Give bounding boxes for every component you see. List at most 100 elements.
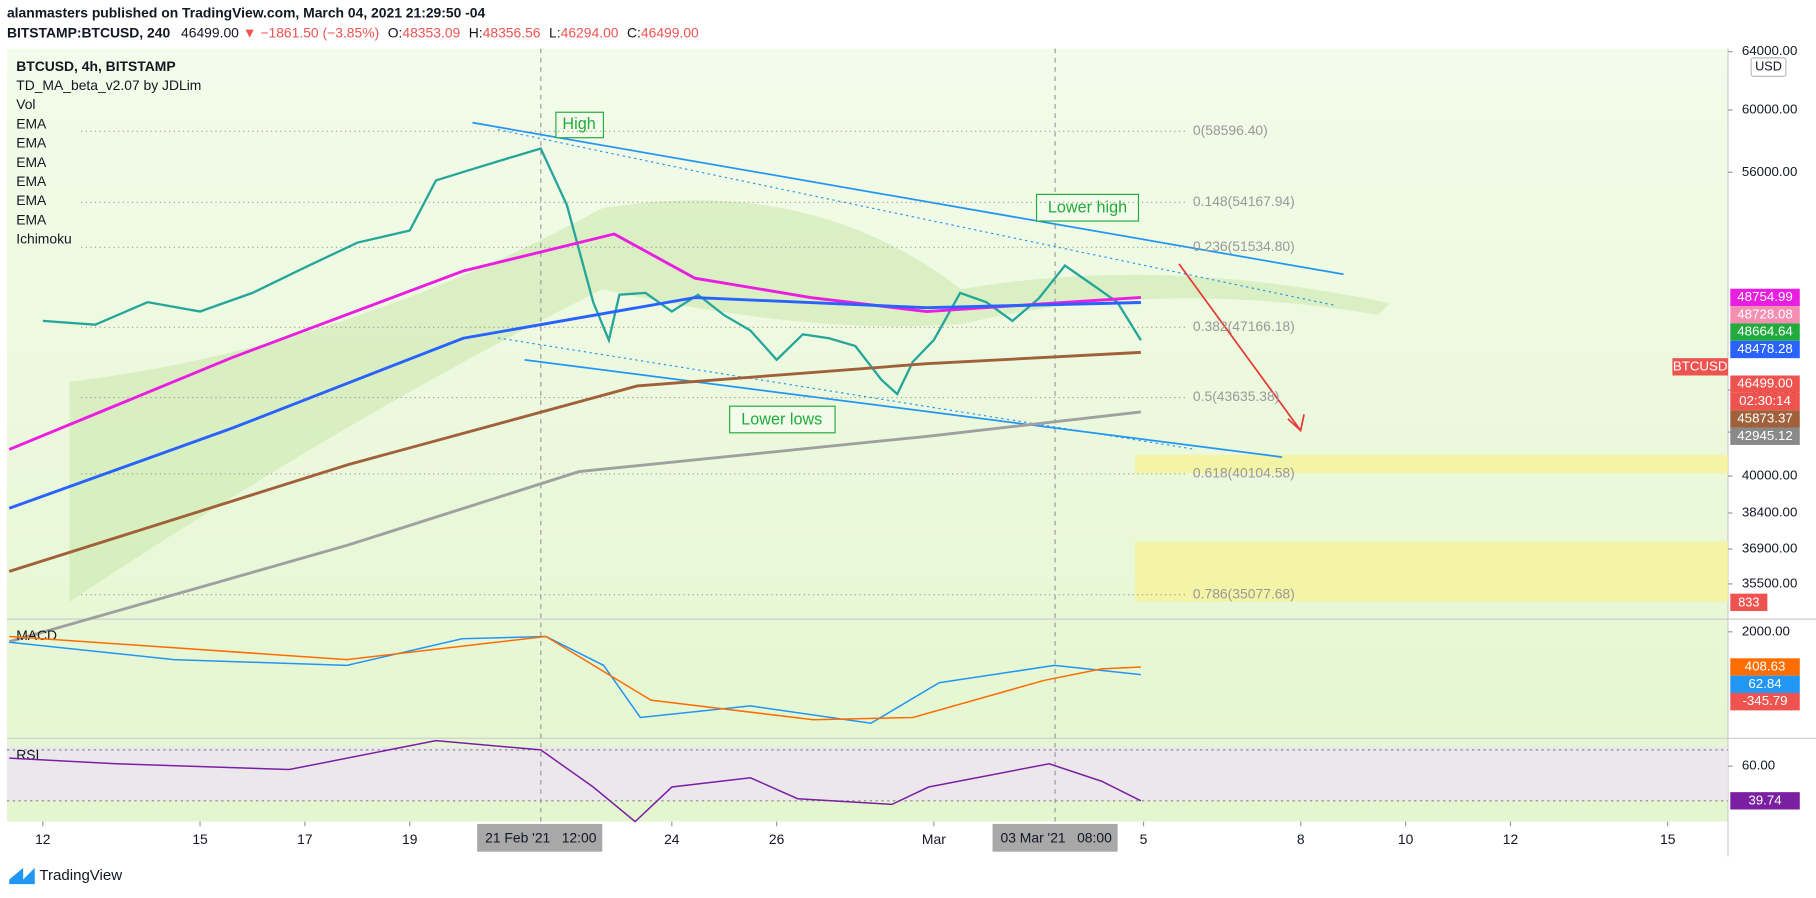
- open: 48353.09: [402, 24, 460, 40]
- pane-title: MACD: [16, 627, 57, 643]
- price-badge-label: 46499.00: [1737, 376, 1792, 391]
- x-tick-label: Mar: [922, 831, 946, 847]
- legend-entry: Ichimoku: [16, 231, 72, 247]
- legend-entry: EMA: [16, 211, 47, 227]
- symbol: BITSTAMP:BTCUSD, 240: [7, 24, 171, 40]
- annotation: Lower lows: [741, 410, 822, 428]
- series-line: [8, 410, 1142, 644]
- price-badge-label: 48478.28: [1737, 341, 1792, 356]
- x-tick-label: 8: [1297, 831, 1305, 847]
- price-badge-label: 48728.08: [1737, 306, 1792, 321]
- volume-badge: [1730, 593, 1768, 612]
- price-badge-label: 408.63: [1745, 658, 1786, 673]
- currency[interactable]: USD: [1755, 58, 1782, 73]
- time-marker: [477, 823, 603, 852]
- price-badge: [1730, 427, 1800, 445]
- annotation: High: [562, 115, 595, 133]
- series-line: [9, 635, 1141, 725]
- close: 46499.00: [641, 24, 699, 40]
- price-badge: [1730, 323, 1800, 341]
- fib-label: 0(58596.40): [1193, 122, 1268, 138]
- quote-line: BITSTAMP:BTCUSD, 240 46499.00 ▼ −1861.50…: [7, 24, 699, 40]
- fib-label: 0.5(43635.38): [1193, 388, 1279, 404]
- series-line: [9, 739, 1142, 823]
- channel-bottom: [524, 359, 1283, 458]
- y-tick-label: 56000.00: [1742, 164, 1797, 179]
- price-badge: [1730, 675, 1800, 694]
- price-badge-label: 48754.99: [1737, 289, 1792, 304]
- price-badge: [1730, 693, 1800, 711]
- annotation-box: [1035, 193, 1140, 222]
- y-tick-label: 35500.00: [1742, 575, 1797, 590]
- annotation-box: [555, 111, 604, 139]
- legend-entry: EMA: [16, 135, 47, 151]
- legend-entry: EMA: [16, 115, 47, 131]
- price-badge: [1730, 306, 1800, 324]
- high: 48356.56: [483, 24, 541, 40]
- y-tick-label: 40000.00: [1742, 468, 1797, 483]
- rsi-band: [6, 746, 1728, 801]
- annotation-box: [729, 405, 836, 434]
- series-line: [8, 296, 1141, 510]
- x-tick-label: 15: [192, 831, 208, 847]
- volume-label: 833: [1738, 594, 1759, 609]
- x-tick-label: 12: [1503, 831, 1519, 847]
- legend-entry: EMA: [16, 192, 47, 208]
- legend-entry: EMA: [16, 154, 47, 170]
- x-tick-label: 5: [1140, 831, 1148, 847]
- key: O:: [388, 24, 403, 40]
- ichimoku-cloud: [69, 200, 1390, 602]
- fib-zone: [1135, 541, 1728, 602]
- last: 46499.00: [181, 24, 239, 40]
- arrow-head: [1287, 414, 1305, 433]
- fib-zone: [1135, 454, 1728, 474]
- x-tick-label: 26: [769, 831, 785, 847]
- time-marker-date: 03 Mar '21: [1001, 830, 1066, 846]
- price-badge: [1730, 410, 1800, 428]
- series-line: [9, 635, 1141, 721]
- series-line: [8, 232, 1142, 451]
- price-badge-label: 62.84: [1748, 676, 1781, 691]
- fib-label: 0.786(35077.68): [1193, 585, 1295, 601]
- fib-label: 0.148(54167.94): [1193, 193, 1295, 209]
- price-badge: [1730, 792, 1800, 810]
- countdown: 02:30:14: [1739, 393, 1791, 408]
- forecast-arrow: [1178, 263, 1302, 431]
- legend-entry: TD_MA_beta_v2.07 by JDLim: [16, 77, 201, 93]
- x-tick-label: 10: [1398, 831, 1414, 847]
- channel-mid: [497, 337, 1193, 450]
- price-badge: [1672, 358, 1728, 376]
- currency-box[interactable]: [1750, 57, 1787, 77]
- series-line: [8, 350, 1141, 573]
- x-tick-label: 12: [35, 831, 51, 847]
- price-badge: [1730, 288, 1800, 307]
- channel-mid: [497, 129, 1336, 307]
- time-marker: [992, 823, 1118, 852]
- price-badge-label: 45873.37: [1737, 410, 1792, 425]
- key: C:: [627, 24, 641, 40]
- price-badge: [1730, 375, 1800, 393]
- y-tick-label: 38400.00: [1742, 505, 1797, 520]
- price-badge-label: 42945.12: [1737, 428, 1792, 443]
- price-badge-label: 39.74: [1748, 792, 1781, 807]
- series-line: [42, 147, 1142, 397]
- price-badge-label: BTCUSD: [1673, 358, 1728, 373]
- price-badge: [1730, 658, 1800, 676]
- price-badge: [1730, 340, 1800, 359]
- time-marker-time: 12:00: [562, 830, 597, 846]
- countdown-badge: [1730, 392, 1800, 411]
- y-tick-label: 60000.00: [1742, 102, 1797, 117]
- publisher: alanmasters published on TradingView.com…: [7, 5, 486, 21]
- legend-entry: BTCUSD, 4h, BITSTAMP: [16, 58, 175, 74]
- x-tick-label: 17: [297, 831, 313, 847]
- channel-top: [472, 121, 1344, 276]
- time-marker-date: 21 Feb '21: [485, 830, 550, 846]
- x-tick-label: 19: [402, 831, 418, 847]
- low: 46294.00: [561, 24, 619, 40]
- annotation: Lower high: [1048, 199, 1127, 217]
- fib-label: 0.382(47166.18): [1193, 318, 1295, 334]
- brand[interactable]: TradingView: [39, 867, 122, 884]
- fib-label: 0.236(51534.80): [1193, 238, 1295, 254]
- x-tick-label: 24: [664, 831, 680, 847]
- key: H:: [469, 24, 483, 40]
